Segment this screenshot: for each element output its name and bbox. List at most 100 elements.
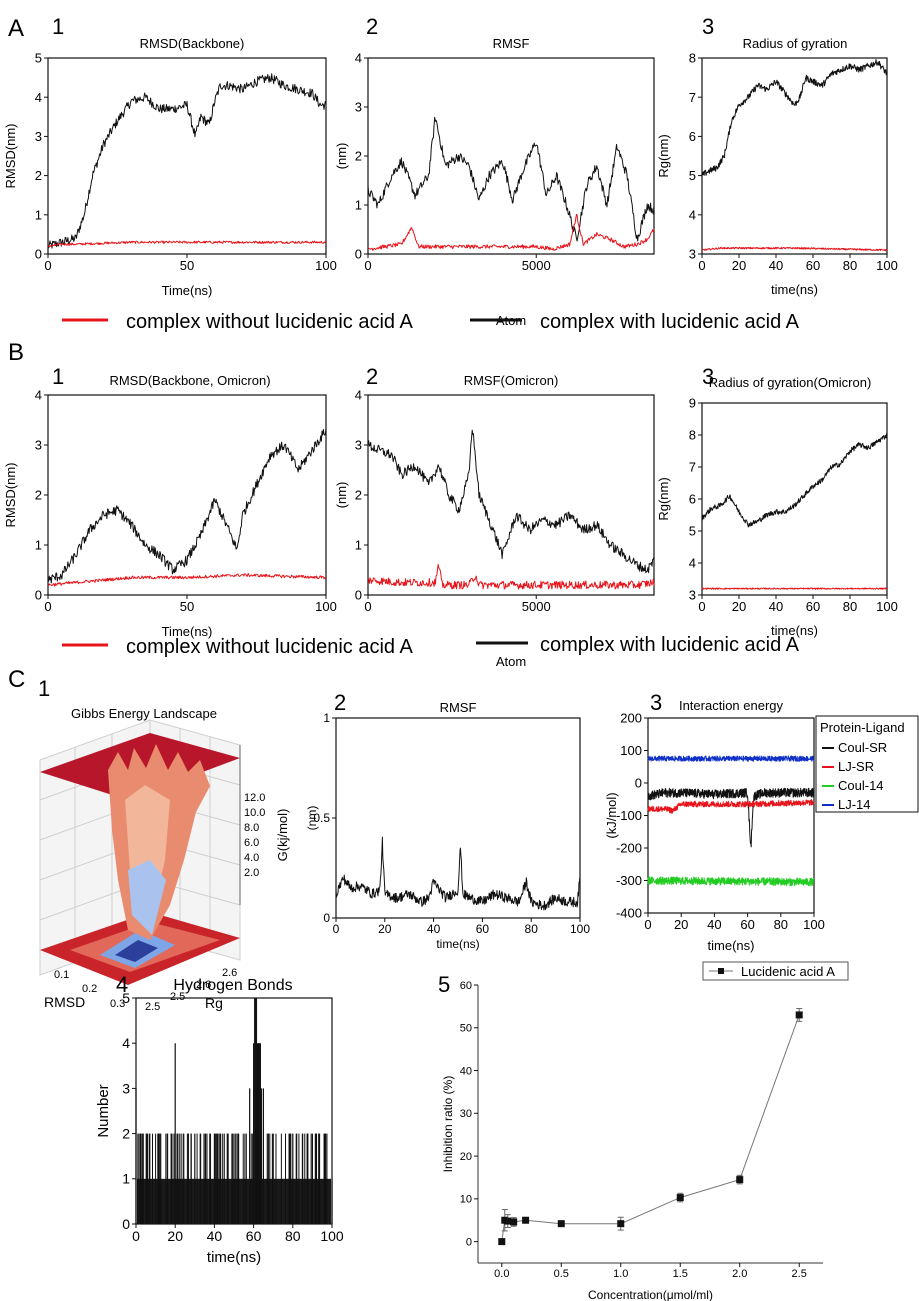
y-tick-label: 1 <box>35 538 42 553</box>
chart-b1-rmsd-omicron: 1 RMSD(Backbone, Omicron) 0 50 100 0 1 2 3 4 Time(… <box>3 364 337 639</box>
legend-b: complex without lucidenic acid A complex… <box>62 634 800 658</box>
b3-y-axis-label: Rg(nm) <box>656 477 671 520</box>
y-tick-label: 3 <box>689 247 696 262</box>
x-tick-label: 0 <box>364 258 371 273</box>
c1-x-tick: 0.1 <box>54 969 69 981</box>
c5-data-point <box>736 1176 744 1184</box>
chart-b2-rmsf-omicron: 2 RMSF(Omicron) 0 5000 0 1 2 3 4 Atom (nm) <box>334 364 655 669</box>
c1-z-tick: 10.0 <box>244 807 265 819</box>
a3-title: Radius of gyration <box>743 36 848 51</box>
y-tick-label: 200 <box>620 711 642 726</box>
x-tick-label: 100 <box>320 1228 344 1244</box>
c1-y-label: Rg <box>205 995 223 1011</box>
y-tick-label: 3 <box>689 588 696 603</box>
y-tick-label: 1 <box>355 538 362 553</box>
y-tick-label: 4 <box>35 388 42 403</box>
legend-a-with-label: complex with lucidenic acid A <box>540 311 800 333</box>
x-tick-label: 80 <box>285 1228 301 1244</box>
y-tick-label: 2 <box>355 488 362 503</box>
x-tick-label: 100 <box>803 917 825 932</box>
y-tick-label: 2 <box>355 149 362 164</box>
a2-series-line-1 <box>367 213 655 251</box>
c5-x-axis-label: Concentration(μmol/ml) <box>588 1288 713 1301</box>
a1-panel-number: 1 <box>52 14 64 39</box>
y-tick-label: 1 <box>323 711 330 725</box>
x-tick-label: 0.5 <box>554 1268 569 1280</box>
y-tick-label: -400 <box>616 906 642 921</box>
c2-series-line-0 <box>335 836 581 911</box>
x-tick-label: 40 <box>769 258 783 273</box>
c1-x-tick: 0.3 <box>110 998 125 1010</box>
chart-a3-radius-of-gyration: 3 Radius of gyration 0 20 40 60 80 100 3 4 5 6 7 8 tim… <box>656 14 898 297</box>
x-tick-label: 1.0 <box>613 1268 628 1280</box>
y-tick-label: 0.5 <box>313 811 330 825</box>
section-label-b: B <box>8 339 24 366</box>
x-tick-label: 0.0 <box>494 1268 509 1280</box>
y-tick-label: 1 <box>122 1171 130 1187</box>
y-tick-label: 8 <box>689 428 696 443</box>
c5-data-point <box>510 1218 518 1226</box>
b2-y-axis-label: (nm) <box>334 482 349 509</box>
c5-data-point <box>676 1194 684 1202</box>
y-tick-label: 7 <box>689 460 696 475</box>
c1-z-tick: 2.0 <box>244 867 259 879</box>
x-tick-label: 20 <box>732 258 746 273</box>
y-tick-label: 2 <box>35 488 42 503</box>
y-tick-label: 0 <box>466 1236 472 1248</box>
c5-series-line <box>501 1014 800 1242</box>
x-tick-label: 100 <box>570 922 590 936</box>
y-tick-label: -200 <box>616 841 642 856</box>
y-tick-label: 0 <box>122 1216 130 1232</box>
x-tick-label: 0 <box>132 1228 140 1244</box>
y-tick-label: 4 <box>689 207 696 222</box>
x-tick-label: 60 <box>740 917 754 932</box>
c5-data-point <box>557 1220 565 1228</box>
a2-plot-frame <box>367 57 655 255</box>
x-tick-label: 0 <box>698 599 705 614</box>
c5-legend-swatch-marker <box>718 968 724 974</box>
c1-basin-core <box>115 940 158 962</box>
x-tick-label: 2.0 <box>732 1268 747 1280</box>
x-tick-label: 60 <box>806 599 820 614</box>
c3-panel-number: 3 <box>650 690 662 715</box>
b3-title: Radius of gyration(Omicron) <box>709 375 872 390</box>
legend-b-with-label: complex with lucidenic acid A <box>540 634 800 656</box>
y-tick-label: 30 <box>460 1108 472 1120</box>
a2-title: RMSF <box>493 36 530 51</box>
c1-surface-funnel-blue <box>128 860 166 935</box>
c5-data-point <box>498 1238 506 1246</box>
y-tick-label: -300 <box>616 873 642 888</box>
x-tick-label: 20 <box>378 922 392 936</box>
c5-panel-number: 5 <box>438 972 450 997</box>
y-tick-label: 4 <box>355 51 362 66</box>
chart-c3-interaction-energy: 3 Interaction energy 0 20 40 60 80 100 -400 -300 -… <box>604 690 919 953</box>
c3-x-axis-label: time(ns) <box>708 938 755 953</box>
x-tick-label: 80 <box>774 917 788 932</box>
a2-series-line-0 <box>367 116 655 242</box>
y-tick-label: 40 <box>460 1065 472 1077</box>
y-tick-label: 0 <box>355 247 362 262</box>
c1-z-tick: 4.0 <box>244 852 259 864</box>
y-tick-label: 0 <box>35 247 42 262</box>
y-tick-label: 4 <box>689 556 696 571</box>
y-tick-label: 8 <box>689 51 696 66</box>
c4-x-axis-label: time(ns) <box>207 1249 261 1266</box>
c3-legend-title: Protein-Ligand <box>820 720 905 735</box>
y-tick-label: 5 <box>122 990 130 1006</box>
x-tick-label: 20 <box>732 599 746 614</box>
x-tick-label: 0 <box>698 258 705 273</box>
b2-series-line-0 <box>367 429 655 574</box>
y-tick-label: 3 <box>35 129 42 144</box>
y-tick-label: 0 <box>635 776 642 791</box>
y-tick-label: 3 <box>355 438 362 453</box>
a1-y-axis-label: RMSD(nm) <box>3 124 18 189</box>
b2-plot-frame <box>367 394 655 596</box>
y-tick-label: 0 <box>35 588 42 603</box>
chart-a2-rmsf: 2RMSF0500001234Atom(nm) <box>334 14 655 328</box>
c3-legend-label: Coul-14 <box>838 778 884 793</box>
y-tick-label: 1 <box>35 207 42 222</box>
b3-series-line-1 <box>701 587 888 590</box>
c1-y-tick: 2.6 <box>196 979 211 991</box>
section-label-c: C <box>8 666 25 693</box>
